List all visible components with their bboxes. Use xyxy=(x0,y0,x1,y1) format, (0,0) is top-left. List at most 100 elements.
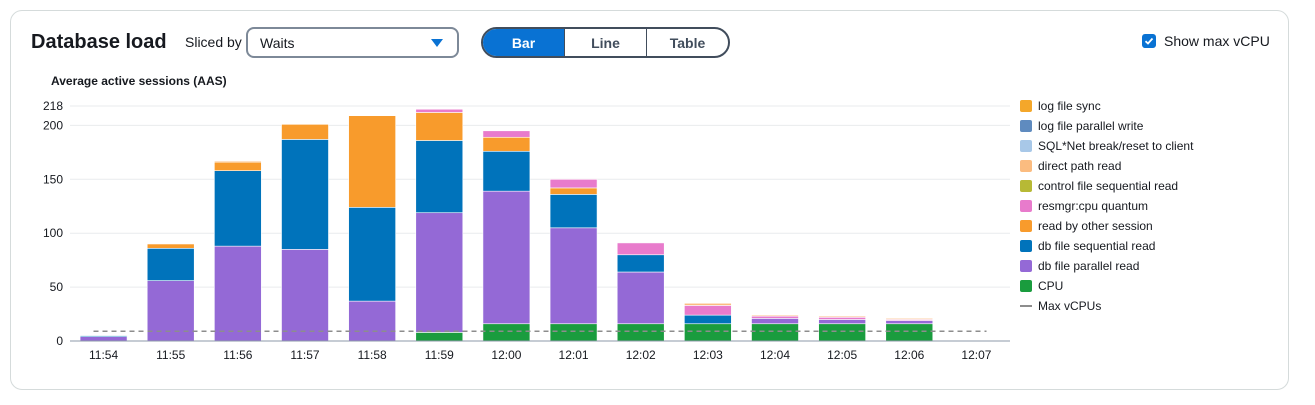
sliced-by-value: Waits xyxy=(260,34,295,51)
bar-segment xyxy=(482,323,531,342)
y-tick-label: 218 xyxy=(43,99,63,113)
bar-segment xyxy=(549,323,598,342)
legend-swatch xyxy=(1020,220,1032,232)
bar-segment xyxy=(482,150,531,192)
bar-segment xyxy=(79,336,128,342)
legend-item: db file sequential read xyxy=(1020,236,1193,256)
bar-segment xyxy=(684,314,732,325)
bar-segment xyxy=(751,323,799,342)
bar-segment xyxy=(616,323,665,342)
bar-segment xyxy=(549,187,598,195)
checkbox-checked-icon[interactable] xyxy=(1142,34,1156,48)
caret-down-icon xyxy=(431,39,443,47)
legend-swatch xyxy=(1020,120,1032,132)
legend-item-max-vcpu: Max vCPUs xyxy=(1020,296,1193,316)
x-tick-label: 11:58 xyxy=(358,348,387,362)
bar-segment xyxy=(415,112,464,141)
bar-segment xyxy=(482,136,531,152)
bar-segment xyxy=(214,161,262,171)
x-tick-label: 12:00 xyxy=(491,348,521,362)
bar-segment xyxy=(214,160,262,163)
bar-segment xyxy=(281,139,329,250)
bar-segment xyxy=(818,316,866,320)
legend-item: db file parallel read xyxy=(1020,256,1193,276)
x-tick-label: 11:54 xyxy=(89,348,118,362)
show-max-vcpu-toggle[interactable]: Show max vCPU xyxy=(1142,33,1270,49)
chart-legend: log file sync log file parallel write SQ… xyxy=(1020,96,1193,316)
x-tick-label: 11:56 xyxy=(223,348,252,362)
legend-swatch xyxy=(1020,200,1032,212)
y-axis-title: Average active sessions (AAS) xyxy=(51,74,227,88)
view-bar-button[interactable]: Bar xyxy=(483,29,564,56)
bar-segment xyxy=(214,170,262,247)
bar-segment xyxy=(415,332,464,342)
legend-item: direct path read xyxy=(1020,156,1193,176)
legend-swatch xyxy=(1020,160,1032,172)
legend-swatch xyxy=(1020,260,1032,272)
show-max-vcpu-label: Show max vCPU xyxy=(1164,33,1270,49)
x-tick-label: 12:02 xyxy=(626,348,656,362)
legend-swatch xyxy=(1020,280,1032,292)
x-tick-label: 11:59 xyxy=(425,348,454,362)
bar-segment xyxy=(79,335,128,337)
bar-segment xyxy=(818,319,866,325)
bar-segment xyxy=(751,314,799,317)
y-tick-label: 0 xyxy=(56,334,63,348)
bar-segment xyxy=(281,124,329,140)
bar-segment xyxy=(415,108,464,113)
bar-segment xyxy=(751,315,799,319)
bar-segment xyxy=(348,115,396,208)
legend-swatch xyxy=(1020,180,1032,192)
bar-segment xyxy=(616,254,665,273)
bar-segment xyxy=(482,190,531,325)
legend-item: control file sequential read xyxy=(1020,176,1193,196)
bar-segment xyxy=(415,140,464,214)
bar-segment xyxy=(684,305,732,316)
bar-segment xyxy=(684,323,732,342)
bar-segment xyxy=(549,194,598,229)
bar-segment xyxy=(885,318,934,320)
legend-item: SQL*Net break/reset to client xyxy=(1020,136,1193,156)
bar-segment xyxy=(616,242,665,256)
view-table-button[interactable]: Table xyxy=(646,29,728,56)
bar-segment xyxy=(885,320,934,325)
x-tick-label: 12:01 xyxy=(559,348,589,362)
y-tick-label: 100 xyxy=(43,226,63,240)
bar-segment xyxy=(281,249,329,342)
y-tick-label: 150 xyxy=(43,172,63,186)
view-toggle: Bar Line Table xyxy=(481,27,730,58)
bar-segment xyxy=(415,212,464,333)
bar-segment xyxy=(348,300,396,342)
bar-segment xyxy=(885,323,934,342)
sliced-by-label: Sliced by xyxy=(185,34,242,50)
y-tick-label: 50 xyxy=(50,280,64,294)
bar-segment xyxy=(751,318,799,325)
bar-segment xyxy=(549,227,598,325)
legend-item: log file sync xyxy=(1020,96,1193,116)
bar-segment xyxy=(146,247,195,281)
view-line-button[interactable]: Line xyxy=(564,29,646,56)
bar-segment xyxy=(616,271,665,325)
legend-item: CPU xyxy=(1020,276,1193,296)
legend-item: log file parallel write xyxy=(1020,116,1193,136)
bar-segment xyxy=(549,179,598,189)
x-tick-label: 12:06 xyxy=(894,348,924,362)
x-tick-label: 12:04 xyxy=(760,348,790,362)
x-tick-label: 11:57 xyxy=(290,348,319,362)
bar-segment xyxy=(818,315,866,318)
legend-item: read by other session xyxy=(1020,216,1193,236)
legend-swatch xyxy=(1020,140,1032,152)
bar-segment xyxy=(482,130,531,138)
bar-segment xyxy=(684,302,732,306)
sliced-by-select[interactable]: Waits xyxy=(246,27,459,58)
y-tick-label: 200 xyxy=(43,118,63,132)
bar-segment xyxy=(818,323,866,342)
x-tick-label: 12:07 xyxy=(961,348,991,362)
bar-segment xyxy=(146,243,195,249)
legend-item: resmgr:cpu quantum xyxy=(1020,196,1193,216)
x-tick-label: 12:05 xyxy=(827,348,857,362)
bar-segment xyxy=(214,245,262,342)
legend-swatch xyxy=(1020,100,1032,112)
x-tick-label: 11:55 xyxy=(156,348,185,362)
